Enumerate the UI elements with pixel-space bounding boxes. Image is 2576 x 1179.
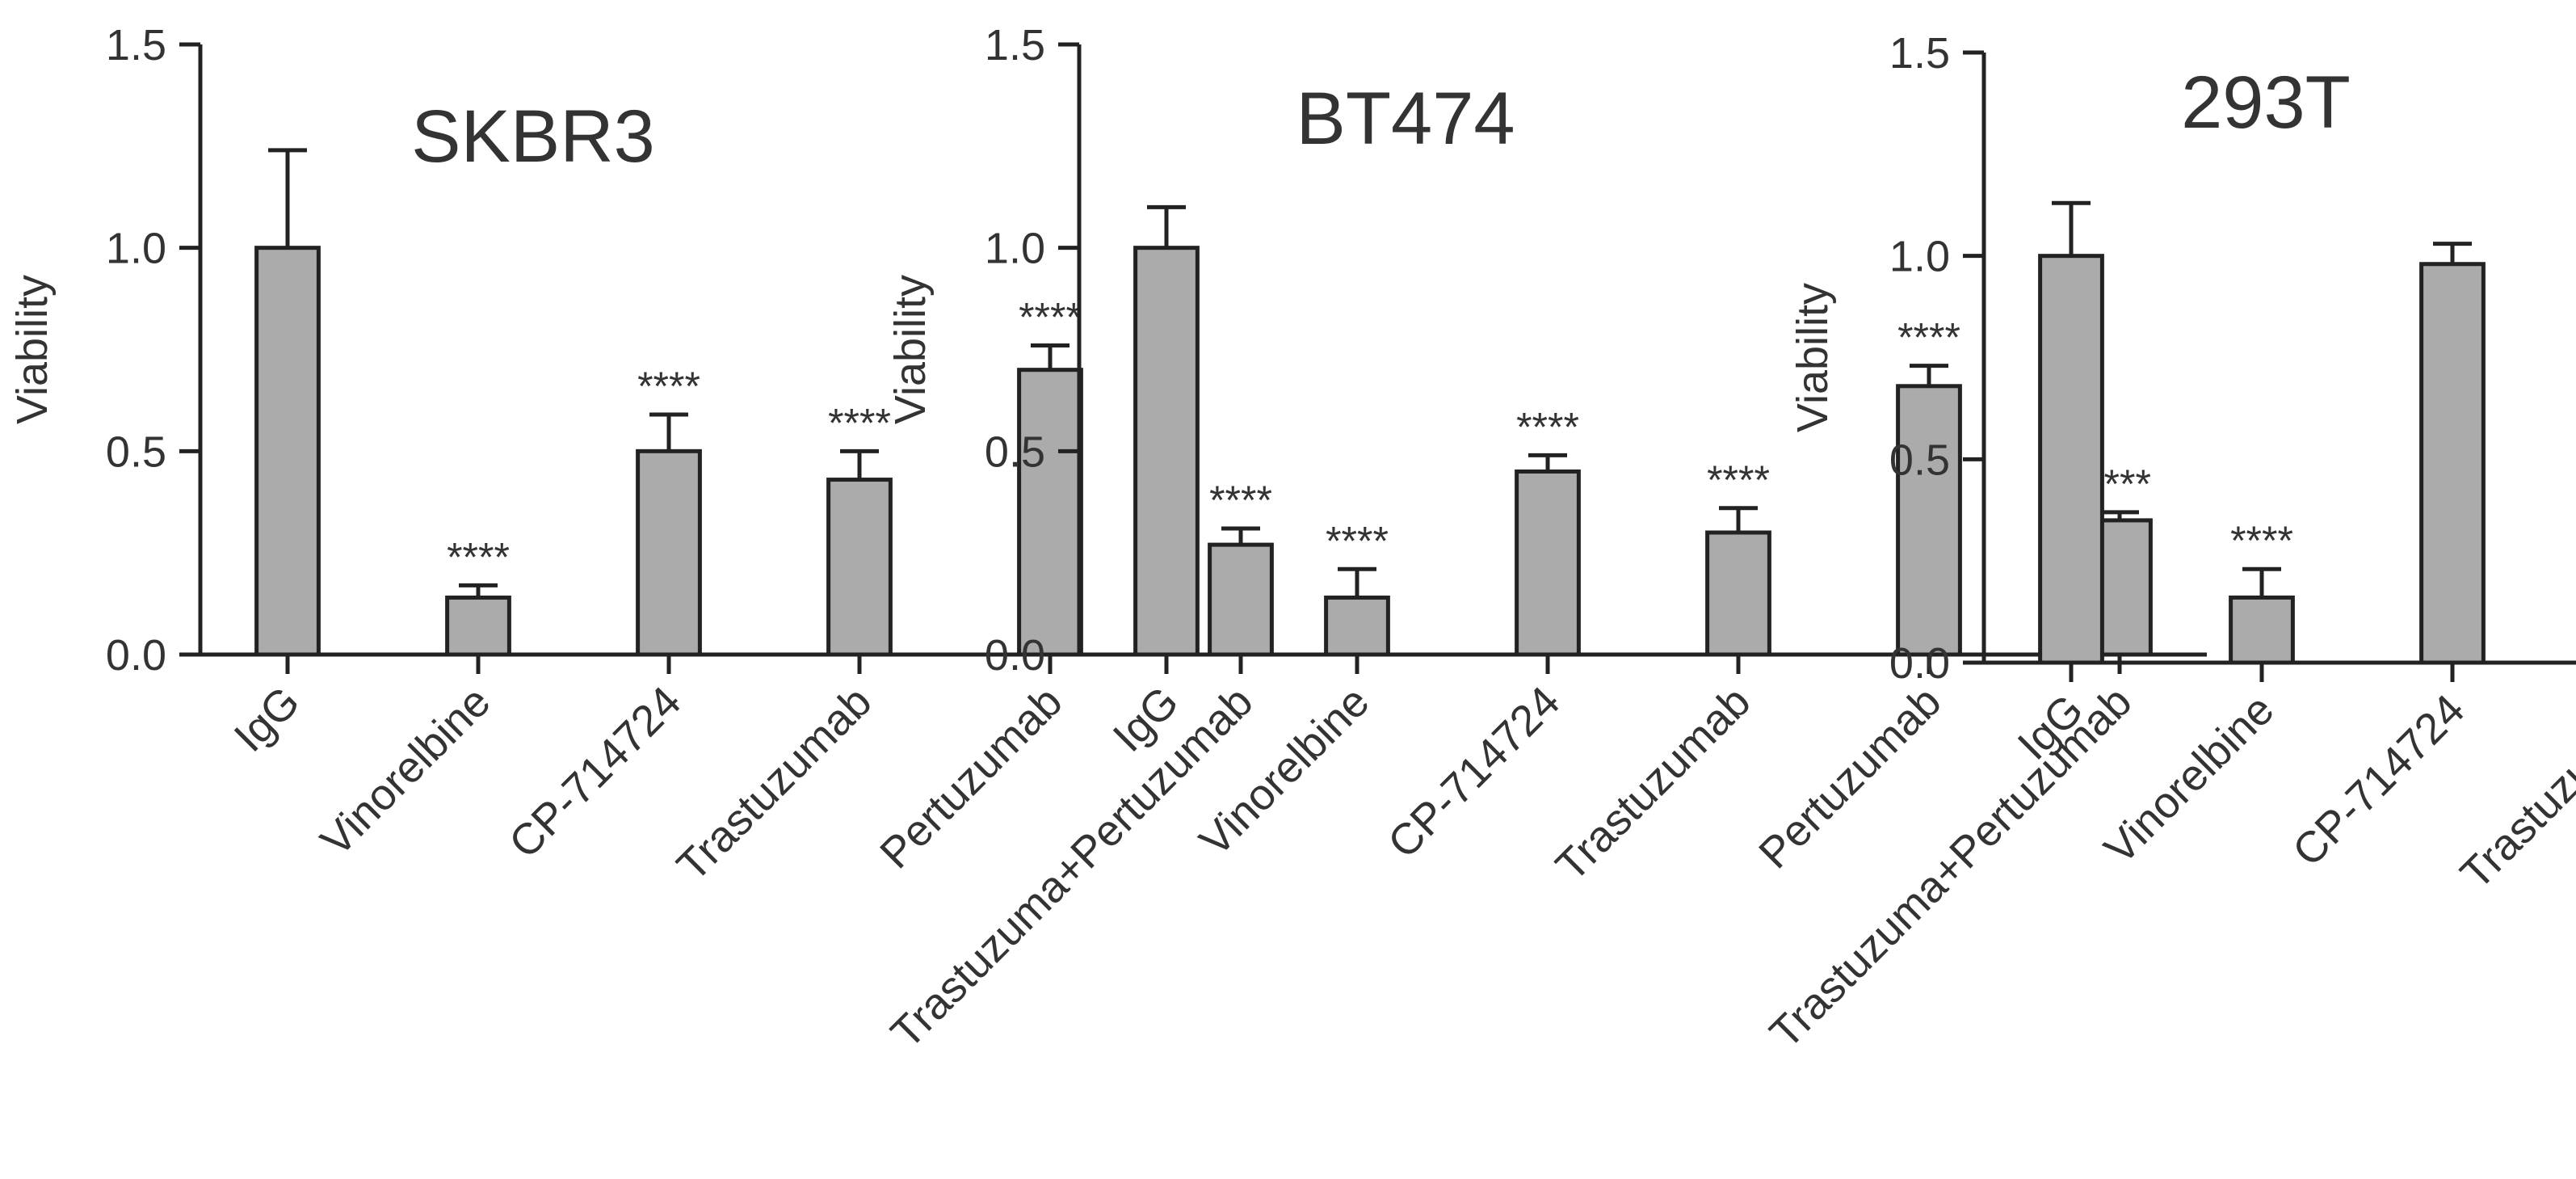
significance-label: **** <box>637 364 700 409</box>
significance-label: **** <box>1019 294 1082 339</box>
y-tick-label: 1.5 <box>985 21 1045 69</box>
bar <box>1017 368 1083 657</box>
bar <box>1896 384 1962 657</box>
x-tick-label: IgG <box>225 677 309 761</box>
bar <box>1133 246 1200 657</box>
bar <box>636 448 702 657</box>
y-tick-label: 0.5 <box>985 427 1045 476</box>
significance-label: **** <box>447 534 510 579</box>
x-tick-label: Pertuzumab <box>1750 677 1950 878</box>
x-tick-label: CP-714724 <box>2284 685 2474 876</box>
x-tick-label: CP-714724 <box>500 677 691 868</box>
y-tick-label: 0.5 <box>1889 436 1950 484</box>
x-tick-label: Trastuzuma+Pertuzumab <box>1761 677 2141 1058</box>
chart-title: BT474 <box>1296 78 1515 160</box>
x-tick-label: Trastuzuma+Pertuzumab <box>882 677 1263 1058</box>
y-tick-label: 1.5 <box>1889 29 1950 78</box>
x-tick-label: Pertuzumab <box>871 677 1071 878</box>
bar <box>2419 262 2486 665</box>
significance-label: **** <box>1707 457 1770 503</box>
significance-label: **** <box>1897 315 1960 360</box>
bar <box>445 596 511 657</box>
significance-label: **** <box>2230 518 2293 563</box>
bar <box>1515 469 1581 657</box>
x-tick-label: Trastuzumab <box>668 677 881 891</box>
chart-title: 293T <box>2181 61 2351 144</box>
y-tick-label: 1.0 <box>985 225 1045 273</box>
bar <box>1324 596 1390 657</box>
chart-panel-1: 0.0 0.5 1.0 1.5 Viability SKBR3 IgG **** Vinorel… <box>8 21 1328 1058</box>
y-tick-label: 0.0 <box>1889 639 1950 688</box>
bar <box>1208 542 1274 657</box>
x-tick-label: Vinorelbine <box>312 677 500 865</box>
y-axis-label: Viability <box>1788 283 1837 432</box>
y-tick-label: 0.5 <box>106 427 166 476</box>
y-tick-label: 1.0 <box>106 225 166 273</box>
y-tick-label: 1.5 <box>106 21 166 69</box>
bar <box>2038 254 2104 665</box>
bar <box>826 478 893 657</box>
y-tick-label: 0.0 <box>106 631 166 680</box>
x-tick-label: CP-714724 <box>1379 677 1570 868</box>
y-tick-label: 1.0 <box>1889 233 1950 281</box>
chart-panel-2: 0.00.51.01.5ViabilityBT474IgG****Vinorel… <box>886 21 2207 1058</box>
y-tick-label: 0.0 <box>985 631 1045 680</box>
bar <box>254 246 321 657</box>
significance-label: **** <box>1516 404 1579 449</box>
significance-label: **** <box>828 400 891 445</box>
chart-title: SKBR3 <box>411 95 655 178</box>
bar <box>1705 530 1771 657</box>
bar <box>2229 595 2295 665</box>
y-axis-label: Viability <box>8 275 57 424</box>
significance-label: **** <box>1326 518 1389 563</box>
x-tick-label: Trastuzumab <box>1547 677 1760 891</box>
y-axis-label: Viability <box>886 275 935 424</box>
significance-label: **** <box>1209 478 1272 523</box>
